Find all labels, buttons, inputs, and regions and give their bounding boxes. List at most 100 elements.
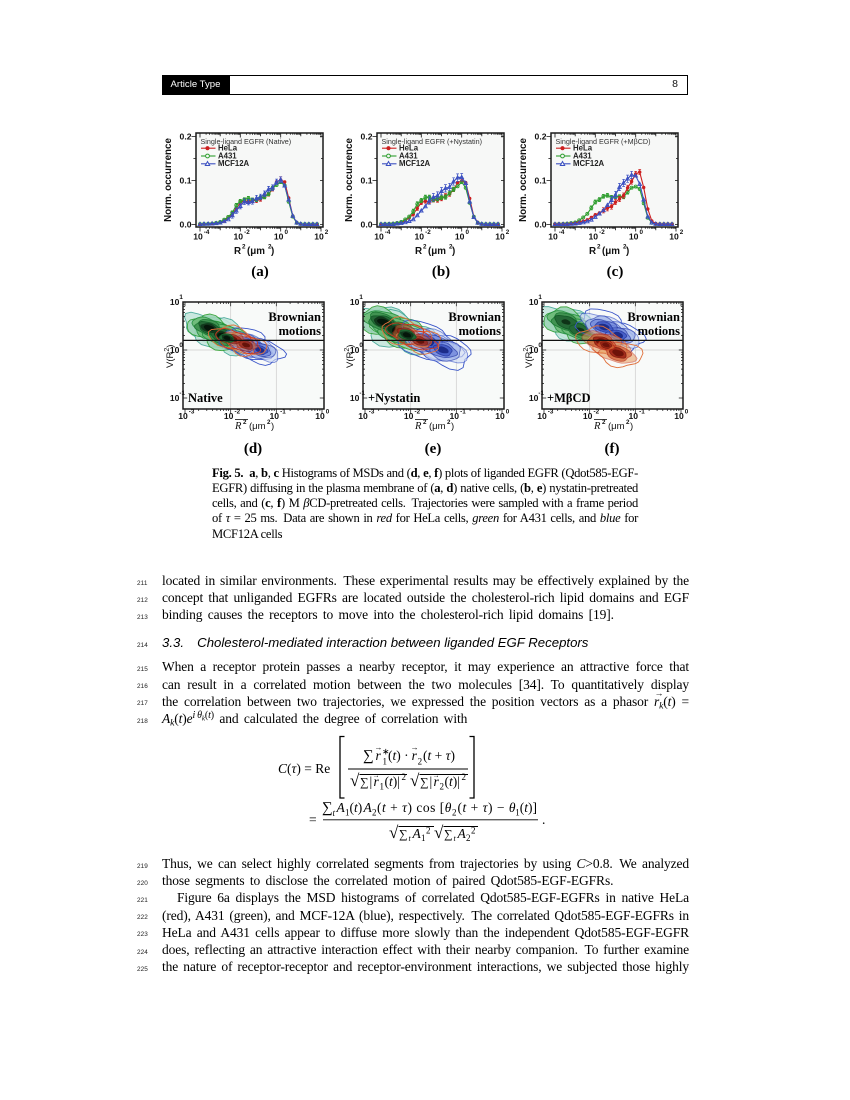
svg-text:10: 10 — [374, 232, 384, 242]
svg-text:1: 1 — [345, 808, 350, 818]
svg-text:2: 2 — [466, 833, 471, 843]
svg-text:-1: -1 — [538, 390, 544, 397]
svg-text:t: t — [409, 834, 412, 843]
svg-text:R: R — [234, 246, 241, 257]
svg-text:0: 0 — [506, 409, 510, 416]
svg-text:0: 0 — [538, 342, 542, 349]
svg-text:R: R — [415, 246, 422, 257]
svg-text:R: R — [589, 246, 596, 257]
svg-text:(b): (b) — [432, 264, 450, 280]
svg-text:A431: A431 — [573, 151, 592, 160]
svg-text:C(τ) = Re: C(τ) = Re — [278, 761, 330, 776]
svg-text:): ) — [451, 421, 454, 432]
svg-text:(μm: (μm — [428, 246, 446, 257]
svg-text:0.1: 0.1 — [361, 175, 373, 185]
svg-text:Native: Native — [188, 391, 223, 405]
svg-text:2: 2 — [423, 419, 427, 426]
svg-text:): ) — [452, 246, 455, 257]
svg-text:1: 1 — [383, 757, 388, 767]
svg-text:t: t — [333, 808, 336, 818]
svg-text:A: A — [412, 826, 422, 841]
svg-text:|: | — [430, 774, 433, 789]
svg-text:): ) — [271, 246, 274, 257]
svg-text:r: r — [434, 774, 440, 789]
svg-text:0.2: 0.2 — [361, 131, 373, 141]
svg-text:(t + τ) − θ: (t + τ) − θ — [458, 800, 516, 815]
svg-text:√: √ — [350, 771, 360, 790]
svg-text:2: 2 — [440, 782, 445, 792]
svg-text:-2: -2 — [415, 409, 421, 416]
svg-text:(c): (c) — [607, 264, 624, 280]
svg-text:10: 10 — [629, 411, 639, 421]
svg-text:10: 10 — [274, 232, 284, 242]
svg-text:(d): (d) — [244, 441, 262, 457]
svg-text:-2: -2 — [244, 229, 250, 236]
svg-text:+MβCD: +MβCD — [547, 391, 591, 405]
svg-text:∑: ∑ — [363, 748, 374, 764]
svg-text:Single-ligand EGFR (+MβCD): Single-ligand EGFR (+MβCD) — [556, 137, 651, 146]
svg-text:(e): (e) — [425, 441, 442, 457]
svg-text:10: 10 — [450, 411, 460, 421]
svg-text:-2: -2 — [594, 409, 600, 416]
svg-text:V(R2): V(R2) — [523, 345, 535, 368]
svg-text:→: → — [375, 743, 383, 752]
svg-text:-1: -1 — [280, 409, 286, 416]
svg-text:√: √ — [389, 823, 399, 842]
svg-text:R: R — [234, 421, 242, 432]
svg-text:V(R2): V(R2) — [344, 345, 356, 368]
svg-text:Brownian: Brownian — [627, 310, 680, 324]
svg-text:(μm: (μm — [608, 421, 625, 432]
svg-text:∑: ∑ — [360, 775, 369, 789]
svg-text:Brownian: Brownian — [268, 310, 321, 324]
svg-text:0.0: 0.0 — [180, 219, 192, 229]
svg-text:2: 2 — [680, 229, 684, 236]
svg-text:2: 2 — [426, 826, 431, 836]
svg-text:2: 2 — [506, 229, 510, 236]
svg-text:0.0: 0.0 — [535, 219, 547, 229]
svg-text:): ) — [271, 421, 274, 432]
svg-text:Single-ligand EGFR (Native): Single-ligand EGFR (Native) — [201, 137, 292, 146]
svg-text:(a): (a) — [251, 264, 269, 280]
svg-text:1: 1 — [515, 808, 520, 818]
svg-text:.: . — [542, 812, 545, 827]
svg-text:∑: ∑ — [444, 827, 453, 841]
svg-text:10: 10 — [629, 232, 639, 242]
svg-text:10: 10 — [529, 393, 539, 403]
svg-text:t: t — [454, 834, 457, 843]
svg-text:A: A — [457, 826, 467, 841]
svg-text:2: 2 — [402, 772, 407, 782]
svg-text:∑: ∑ — [322, 800, 333, 816]
svg-text:10: 10 — [548, 232, 558, 242]
svg-text:-3: -3 — [369, 409, 375, 416]
svg-text:2: 2 — [623, 244, 627, 251]
svg-text:→: → — [433, 772, 440, 780]
svg-text:2: 2 — [449, 244, 453, 251]
svg-text:10: 10 — [455, 232, 465, 242]
svg-text:A431: A431 — [399, 151, 418, 160]
svg-text:MCF12A: MCF12A — [399, 159, 431, 168]
svg-text:10: 10 — [234, 232, 244, 242]
svg-text:10: 10 — [674, 411, 684, 421]
svg-text:10: 10 — [495, 411, 505, 421]
svg-text:-2: -2 — [235, 409, 241, 416]
svg-text:10: 10 — [170, 345, 180, 355]
svg-text:-3: -3 — [189, 409, 195, 416]
svg-text:0: 0 — [285, 229, 289, 236]
svg-text:Single-ligand EGFR (+Nystatin): Single-ligand EGFR (+Nystatin) — [382, 137, 482, 146]
svg-text:0: 0 — [359, 342, 363, 349]
svg-text:2: 2 — [626, 419, 630, 426]
svg-text:(t + τ) cos [θ: (t + τ) cos [θ — [377, 800, 452, 815]
svg-text:): ) — [626, 246, 629, 257]
svg-text:1: 1 — [359, 294, 363, 301]
svg-text:Norm. occurrence: Norm. occurrence — [344, 138, 355, 222]
svg-text:(t) ·: (t) · — [388, 748, 409, 763]
svg-text:10: 10 — [537, 411, 547, 421]
svg-text:10: 10 — [350, 393, 360, 403]
svg-text:10: 10 — [495, 232, 505, 242]
svg-text:(μm: (μm — [602, 246, 620, 257]
svg-text:10: 10 — [178, 411, 188, 421]
svg-text:-1: -1 — [639, 409, 645, 416]
svg-text:(t + τ): (t + τ) — [423, 748, 455, 763]
svg-text:10: 10 — [350, 345, 360, 355]
svg-text:r: r — [412, 748, 418, 763]
